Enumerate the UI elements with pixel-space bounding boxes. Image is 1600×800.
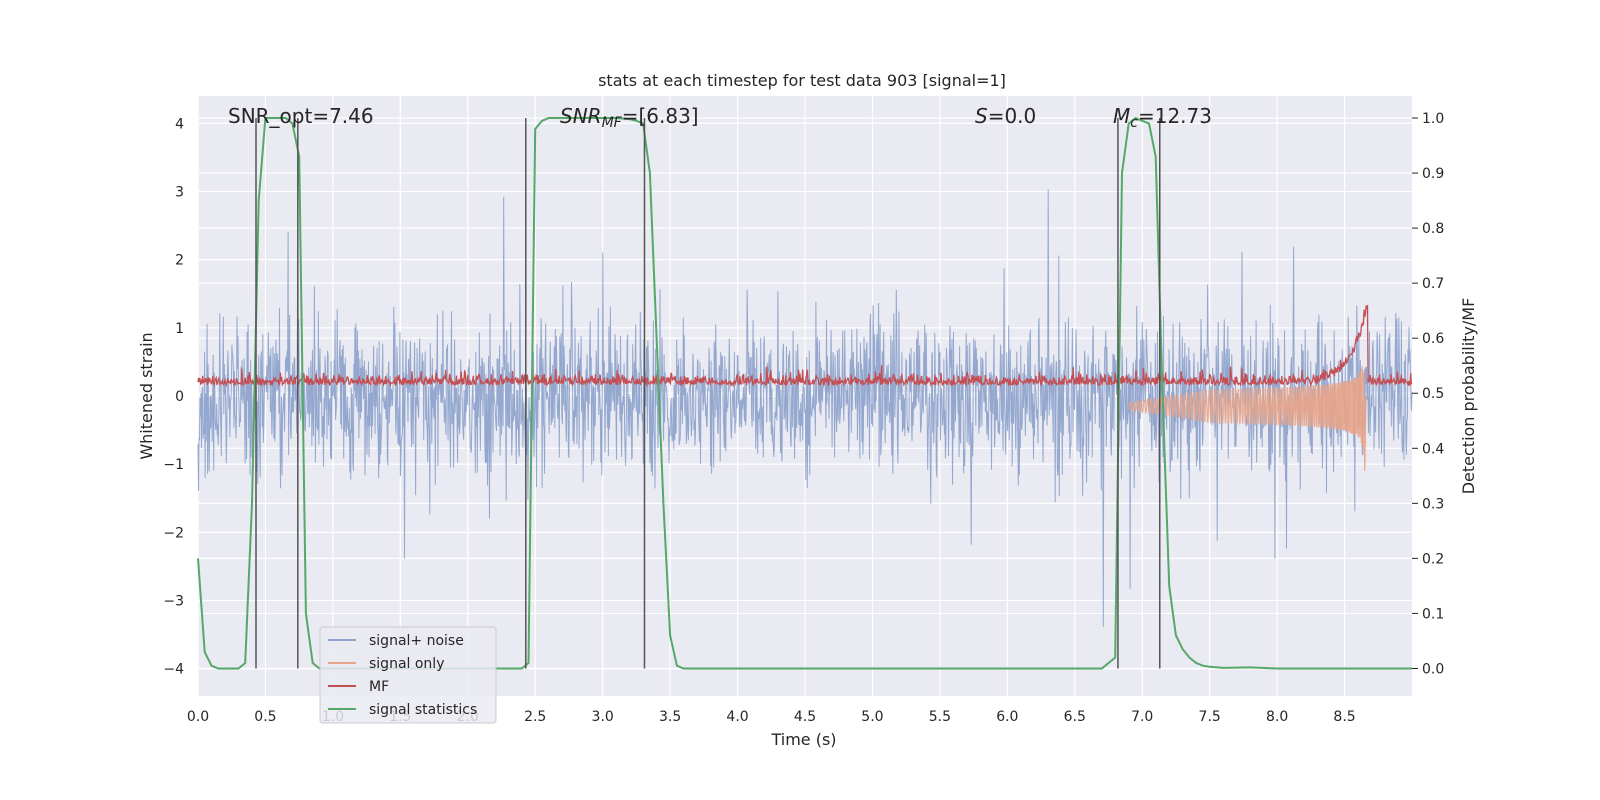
legend-label-signal-only: signal only [369, 656, 444, 672]
s-value: =0.0 [988, 104, 1037, 128]
x-tick-label: 3.5 [659, 709, 681, 725]
y-tick-label-left: −1 [163, 457, 184, 473]
x-tick-label: 5.5 [929, 709, 951, 725]
y-tick-label-left: 0 [175, 389, 184, 405]
x-tick-label: 8.0 [1266, 709, 1288, 725]
legend: signal+ noise signal only MF signal stat… [319, 626, 497, 724]
legend-item-signal-only: signal only [328, 656, 444, 672]
x-tick-label: 6.5 [1064, 709, 1086, 725]
mc-sub: c [1130, 115, 1138, 131]
legend-item-signal-statistics: signal statistics [328, 702, 477, 718]
legend-label-signal-noise: signal+ noise [369, 633, 464, 649]
y-tick-label-right: 0.6 [1422, 331, 1444, 347]
y-axis-left-ticks: −4 −3 −2 −1 0 1 2 3 4 [163, 116, 184, 677]
x-tick-label: 4.0 [726, 709, 748, 725]
x-tick-label: 4.5 [794, 709, 816, 725]
snr-mf-sub: MF [602, 115, 623, 131]
s-prefix: S [975, 104, 988, 128]
s-annotation: S=0.0 [975, 104, 1036, 128]
snr-mf-value: =[6.83] [622, 104, 699, 128]
x-tick-label: 0.5 [254, 709, 276, 725]
x-tick-label: 2.5 [524, 709, 546, 725]
grid [197, 96, 1412, 696]
y-tick-label-left: 4 [175, 116, 184, 132]
snr-mf-annotation: SNRMF=[6.83] [560, 104, 699, 131]
y-tick-label-left: 2 [175, 253, 184, 269]
series-mf [197, 304, 1413, 388]
x-tick-label: 8.5 [1333, 709, 1355, 725]
mc-value: =12.73 [1138, 104, 1212, 128]
y-tick-label-right: 0.4 [1422, 441, 1444, 457]
detection-markers [255, 118, 1161, 669]
x-tick-label: 6.0 [996, 709, 1018, 725]
legend-item-signal-noise: signal+ noise [328, 633, 464, 649]
y-tick-label-left: −4 [163, 662, 184, 678]
legend-label-mf: MF [369, 679, 389, 695]
y-tick-label-left: −2 [163, 525, 184, 541]
y-tick-label-right: 0.8 [1422, 221, 1444, 237]
mc-prefix: M [1113, 104, 1130, 128]
y-tick-label-right: 1.0 [1422, 111, 1444, 127]
legend-label-signal-statistics: signal statistics [369, 702, 477, 718]
snr-mf-prefix: SNR [560, 104, 602, 128]
series-signal-statistics [197, 116, 1412, 670]
legend-item-mf: MF [328, 679, 389, 695]
y-axis-left-label: Whitened strain [137, 332, 156, 459]
x-tick-label: 7.5 [1199, 709, 1221, 725]
x-axis-label: Time (s) [770, 730, 836, 749]
series-signal-only [1128, 366, 1367, 471]
x-tick-label: 3.0 [592, 709, 614, 725]
x-tick-label: 0.0 [187, 709, 209, 725]
y-tick-label-right: 0.0 [1422, 661, 1444, 677]
legend-box [319, 626, 497, 724]
mc-annotation: Mc=12.73 [1113, 104, 1212, 131]
y-tick-label-left: 1 [175, 321, 184, 337]
y-tick-label-right: 0.3 [1422, 496, 1444, 512]
x-tick-label: 5.0 [861, 709, 883, 725]
y-tick-label-left: 3 [175, 184, 184, 200]
chart-title: stats at each timestep for test data 903… [598, 71, 1006, 90]
y-tick-label-right: 0.1 [1422, 606, 1444, 622]
snr-opt-annotation: SNR_opt=7.46 [228, 104, 374, 128]
x-tick-label: 7.0 [1131, 709, 1153, 725]
y-tick-label-right: 0.9 [1422, 166, 1444, 182]
y-axis-right-ticks: 0.0 0.1 0.2 0.3 0.4 0.5 0.6 0.7 0.8 0.9 1.0 [1412, 111, 1444, 677]
y-tick-label-left: −3 [163, 594, 184, 610]
y-tick-label-right: 0.7 [1422, 276, 1444, 292]
data-layer [197, 116, 1413, 670]
y-tick-label-right: 0.2 [1422, 551, 1444, 567]
y-tick-label-right: 0.5 [1422, 386, 1444, 402]
y-axis-right-label: Detection probability/MF [1459, 298, 1478, 495]
